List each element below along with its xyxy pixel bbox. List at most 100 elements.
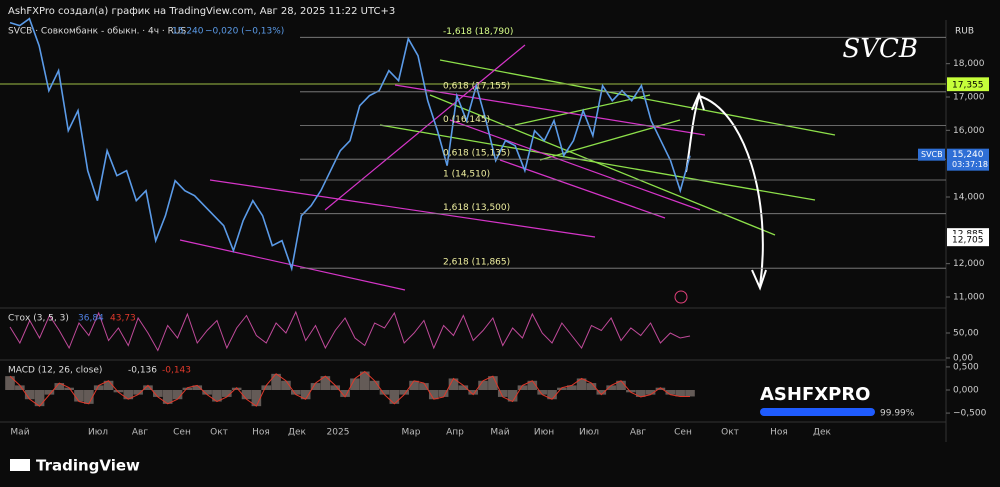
arrow-heads (691, 91, 767, 291)
fib-label: 1,618 (13,500) (443, 203, 510, 213)
macd-line (9, 370, 690, 407)
macd-bar (192, 385, 203, 390)
macd-bar (665, 390, 676, 395)
macd-bar (93, 385, 104, 390)
legend-k: 36,84 (78, 314, 104, 324)
macd-bar (547, 390, 557, 400)
macd-bar (517, 385, 528, 390)
x-tick-label: Мар (402, 428, 421, 438)
macd-bar (153, 390, 163, 397)
macd-bar (428, 390, 439, 400)
symbol-tag (918, 148, 945, 161)
x-tick-label: 2025 (327, 428, 350, 438)
legend-title: SVCB · Совкомбанк - обыкн. · 4ч · RUS (8, 27, 186, 37)
y-tick-label: 50,00 (953, 329, 979, 339)
legend-title: MACD (12, 26, close) (8, 366, 102, 376)
trendline (449, 119, 701, 211)
trendline (209, 179, 596, 238)
legend-d: 43,73 (110, 314, 136, 324)
brand: ASHFXPRO (760, 384, 871, 405)
macd-bar (231, 387, 242, 390)
x-tick-label: Дек (813, 428, 832, 438)
x-tick-label: Окт (721, 428, 739, 438)
legend-signal: -0,143 (162, 366, 191, 376)
macd-bar (133, 390, 143, 395)
macd-bar (162, 390, 173, 404)
macd-bar (24, 390, 35, 400)
macd-bar (557, 387, 567, 390)
price-tag-label: 12,705 (952, 236, 984, 246)
y-tick-label: 0,00 (953, 354, 973, 364)
macd-bar (330, 385, 341, 390)
macd-bar (586, 383, 597, 390)
x-tick-label: Окт (210, 428, 228, 438)
trendline (499, 159, 666, 219)
currency: RUB (955, 27, 974, 37)
macd-bar (468, 390, 478, 395)
x-tick-label: Авг (132, 428, 148, 438)
price-tag (947, 234, 989, 247)
price-line (9, 17, 691, 272)
macd-bar (212, 390, 222, 402)
y-tick-label: 18,000 (953, 59, 985, 69)
last-price: 15,240 (952, 150, 984, 160)
macd-bar (645, 390, 656, 395)
y-tick-label: 0,000 (953, 386, 979, 396)
macd-bar (34, 390, 45, 407)
x-tick-label: Дек (288, 428, 307, 438)
macd-bar (685, 390, 695, 397)
x-tick-label: Июн (534, 428, 554, 438)
macd-bar (103, 380, 114, 390)
macd-bar (202, 390, 212, 395)
x-tick-label: Май (10, 428, 29, 438)
trendline (324, 44, 526, 211)
macd-bar (635, 390, 646, 397)
progress-bar (760, 408, 875, 416)
price-tag (947, 79, 989, 92)
legend-change: −0,020 (−0,13%) (205, 27, 284, 37)
macd-bar (74, 390, 84, 402)
macd-bar (379, 390, 390, 395)
fib-label: -1,618 (18,790) (443, 27, 513, 37)
macd-bar (458, 385, 469, 390)
macd-bar (320, 376, 331, 390)
y-tick-label: −0,500 (953, 409, 987, 419)
footer-brand: TradingView (36, 457, 140, 475)
macd-bar (340, 390, 350, 397)
price-tag-label: 17,355 (952, 81, 984, 91)
x-tick-label: Сен (173, 428, 191, 438)
macd-bar (497, 390, 508, 397)
macd-bar (626, 390, 636, 393)
macd-bar (261, 385, 272, 390)
macd-bar (527, 380, 538, 390)
macd-bar (222, 390, 232, 397)
y-tick-label: 16,000 (953, 126, 985, 136)
fib-label: 0,618 (15,135) (443, 149, 510, 159)
macd-bar (350, 378, 360, 390)
macd-bar (399, 390, 410, 395)
y-tick-label: 0,500 (953, 362, 979, 372)
macd-bar (606, 385, 616, 390)
macd-bar (84, 390, 94, 404)
legend-macd: -0,136 (128, 366, 157, 376)
macd-bar (369, 380, 380, 390)
y-tick-label: 14,000 (953, 193, 985, 203)
symbol-tag-label: SVCB (921, 150, 943, 159)
macd-bar (419, 383, 429, 390)
macd-bar (438, 390, 449, 397)
macd-bar (488, 376, 498, 390)
macd-bar (251, 390, 262, 407)
percent: 99.99% (880, 409, 915, 419)
macd-bar (359, 371, 370, 390)
tv-logo (10, 459, 30, 471)
y-tick-label: 17,000 (953, 93, 985, 103)
macd-bar (123, 390, 134, 400)
x-tick-label: Ноя (252, 428, 270, 438)
macd-bar (675, 390, 685, 397)
symbol-watermark: SVCB (842, 34, 918, 64)
macd-bar (448, 378, 459, 390)
macd-bar (182, 387, 193, 390)
macd-bar (310, 383, 321, 390)
